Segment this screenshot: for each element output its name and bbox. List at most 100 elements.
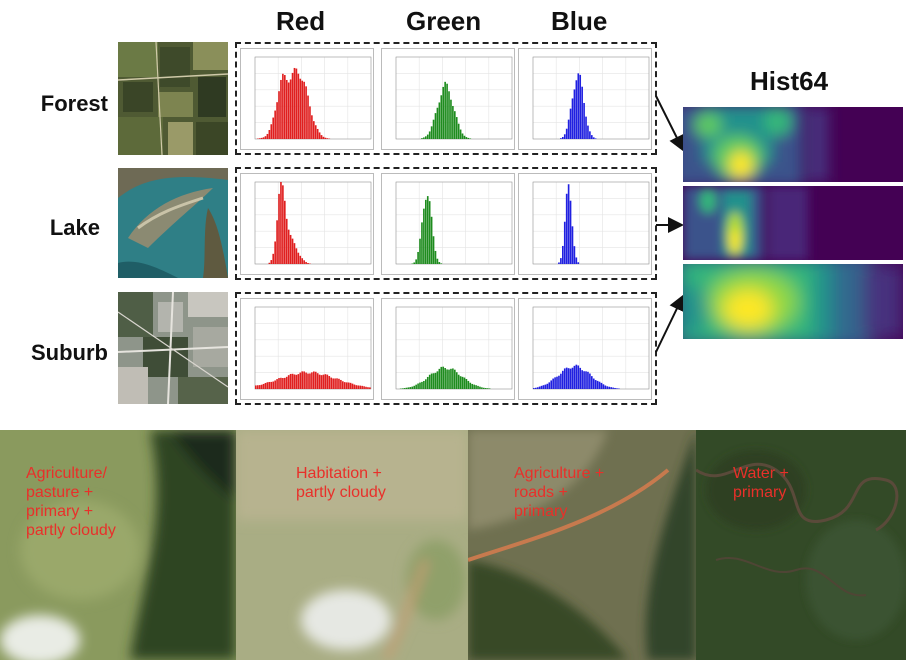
row-label-suburb: Suburb [31,340,108,365]
histogram-bar [272,381,275,389]
histogram-bar [552,378,554,389]
histogram-bar [278,193,280,264]
histogram-bar [285,218,288,264]
histogram-bar [316,128,319,139]
histogram-bar [320,375,323,389]
histogram-bar [415,384,417,389]
histogram-bar [592,378,595,389]
histogram-bar [587,125,589,139]
histogram-bar [567,368,570,389]
histogram-bar [591,135,593,139]
histogram-bar [425,379,427,389]
histogram-bar [563,368,566,389]
histogram-bar [577,73,580,139]
histogram-bar [274,241,276,264]
histogram-bar [457,123,460,139]
histogram-bar [405,387,408,389]
histogram-bar [436,258,439,264]
histogram-bar [289,234,292,264]
lake-blue-histogram [518,173,652,275]
histogram-bar [434,372,437,389]
histogram-bar [276,102,278,139]
histogram-bar [475,385,477,389]
histogram-bar [596,380,599,389]
histogram-bar [430,373,433,389]
histogram-bar [440,366,443,389]
histogram-bar [313,121,315,139]
histogram-bar [587,371,589,389]
histogram-bar [361,385,363,389]
histogram-bar [282,73,284,139]
histogram-bar [324,374,327,389]
histogram-bar [274,380,276,389]
histogram-bar [446,369,448,389]
histogram-bar [442,366,445,389]
histogram-bar [347,382,350,389]
histogram-bar [579,74,582,139]
histogram-bar [602,384,605,389]
histogram-bar [560,373,562,389]
histogram-bar [330,377,333,389]
histogram-bar [479,386,481,389]
header-red: Red [276,6,326,36]
histogram-bar [419,238,421,264]
histogram-bar [463,377,466,389]
histogram-bar [546,383,549,389]
forest-satellite-image [118,42,228,155]
histogram-bar [342,381,344,389]
histogram-bar [575,80,578,139]
histogram-bar [423,137,425,139]
histogram-bar [440,263,443,264]
histogram-bar [423,208,425,264]
histogram-bar [369,387,371,389]
histogram-bar [583,102,585,139]
lake-green-histogram [381,173,515,275]
histogram-bar [577,262,580,264]
histogram-bar [345,382,348,389]
histogram-bar [270,260,273,264]
histogram-bar [467,137,470,139]
histogram-bar [284,75,286,139]
histogram-bar [573,365,576,389]
histogram-bar [573,246,576,264]
histogram-bar [486,388,489,389]
histogram-bar [357,385,360,389]
header-blue: Blue [551,6,608,36]
histogram-bar [465,137,468,139]
histogram-bar [324,137,327,139]
histogram-bar [343,382,346,389]
histogram-bar [579,367,582,389]
histogram-bar [413,262,416,264]
histogram-bar [255,385,257,389]
tile-agriculture-pasture [0,430,236,660]
histogram-bar [260,384,263,389]
histogram-bar [473,384,475,389]
histogram-bar [291,373,294,389]
histogram-bar [540,385,543,389]
histogram-bar [284,377,286,389]
histogram-bar [450,368,452,389]
histogram-bar [303,260,305,264]
caption-tile-3: Agriculture + roads + primary [514,465,605,520]
histogram-bar [614,387,616,389]
histogram-bar [571,98,574,139]
histogram-bar [444,368,446,389]
histogram-bar [332,378,334,389]
histogram-bar [293,243,296,264]
histogram-bar [307,263,309,264]
histogram-bar [448,91,450,139]
histogram-bar [428,131,431,139]
histogram-bar [287,82,290,139]
histogram-bar [334,378,336,389]
tile-water-primary [696,430,906,660]
histogram-bar [307,95,309,139]
histogram-bar [297,374,300,389]
forest-green-histogram [381,48,515,150]
histogram-bar [401,388,404,389]
histogram-bar [409,387,412,389]
histogram-bar [353,384,356,389]
histogram-bar [598,381,601,389]
histogram-bar [608,386,611,389]
histogram-bar [562,370,564,389]
histogram-bar [600,382,603,389]
